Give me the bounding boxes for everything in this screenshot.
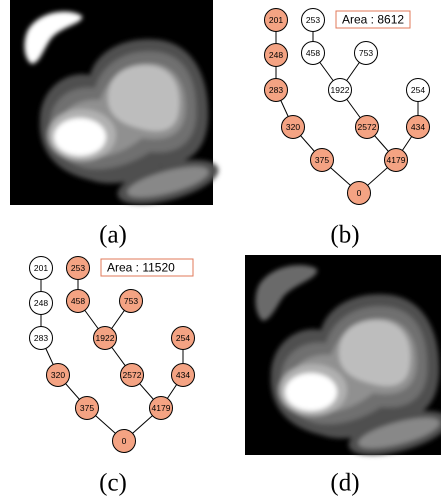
image-a — [10, 0, 223, 213]
node-label: 753 — [124, 296, 138, 306]
caption: (b) — [330, 222, 359, 249]
node-label: 2572 — [123, 370, 142, 380]
node-label: 375 — [80, 403, 94, 413]
node-label: 320 — [51, 370, 65, 380]
tree: 201 253 248 458 753 283 1922 254 320 2572 434 375 41… — [265, 9, 430, 205]
node-label: 254 — [176, 333, 190, 343]
node-label: 753 — [359, 48, 373, 58]
tree: 201 253 248 458 753 283 1922 254 320 2572 434 375 41… — [30, 257, 195, 453]
node-label: 201 — [34, 263, 48, 273]
node-label: 458 — [71, 296, 85, 306]
node-label: 201 — [269, 15, 283, 25]
node-label: 283 — [34, 333, 48, 343]
node-label: 1922 — [96, 333, 115, 343]
node-label: 253 — [306, 15, 320, 25]
node-label: 4179 — [387, 155, 406, 165]
node-label: 248 — [269, 50, 283, 60]
caption: (c) — [99, 470, 127, 497]
node-label: 0 — [357, 188, 362, 198]
node-label: 4179 — [152, 403, 171, 413]
caption: (a) — [99, 222, 127, 249]
area-label: Area : 8612 — [342, 13, 404, 27]
node-label: 458 — [306, 48, 320, 58]
node-label: 375 — [315, 155, 329, 165]
node-label: 254 — [411, 85, 425, 95]
node-label: 0 — [122, 436, 127, 446]
node-label: 434 — [411, 122, 425, 132]
image-d — [245, 255, 441, 464]
node-label: 2572 — [358, 122, 377, 132]
area-label: Area : 11520 — [107, 261, 175, 275]
node-label: 1922 — [331, 85, 350, 95]
node-label: 253 — [71, 263, 85, 273]
node-label: 248 — [34, 298, 48, 308]
node-label: 283 — [269, 85, 283, 95]
caption: (d) — [330, 470, 359, 497]
node-label: 320 — [286, 122, 300, 132]
figure: (a) (b) (c) (d) 201 253 248 458 753 283 1922 254 320… — [0, 0, 441, 502]
node-label: 434 — [176, 370, 190, 380]
